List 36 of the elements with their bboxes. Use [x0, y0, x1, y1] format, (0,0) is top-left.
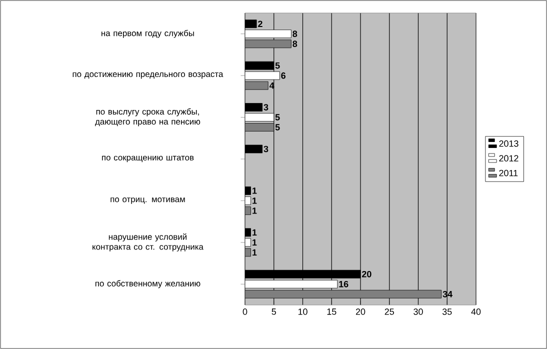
data-label: 1	[252, 188, 257, 194]
y-tick-label: по сокращению штатов	[102, 156, 194, 162]
y-tick-label: по выслугу срока службы, дающего право на пенсию	[95, 108, 200, 126]
data-label: 1	[252, 198, 257, 204]
data-label: 16	[339, 280, 348, 288]
data-label: 1	[252, 249, 257, 256]
y-tick-label: по собственному желанию	[95, 280, 200, 288]
data-label: 2	[258, 20, 262, 27]
x-tick-label: 5	[272, 308, 276, 315]
x-tick-label: 25	[384, 308, 394, 315]
y-tick-label: по достижению предельного возраста	[72, 72, 224, 79]
legend-label: 2012	[499, 155, 518, 162]
data-label: 20	[362, 270, 372, 278]
data-label: 3	[264, 146, 268, 152]
x-tick-label: 0	[242, 308, 248, 315]
legend-label: 2011	[499, 170, 518, 176]
data-label: 6	[281, 72, 286, 79]
y-tick-label: по отриц. мотивам	[110, 198, 185, 204]
data-label: 5	[275, 114, 280, 120]
x-tick-label: 30	[414, 308, 423, 315]
data-label: 5	[275, 124, 280, 130]
data-label: 8	[292, 40, 298, 48]
y-tick-label: на первом году службы	[102, 30, 194, 38]
x-tick-label: 10	[298, 308, 308, 315]
data-label: 1	[252, 239, 257, 246]
data-label: 5	[275, 62, 280, 69]
data-label: 8	[292, 30, 298, 38]
data-label: 1	[252, 208, 257, 214]
data-label: 3	[264, 104, 268, 110]
data-label: 1	[252, 229, 257, 236]
legend-label: 2013	[499, 140, 518, 147]
y-tick-label: нарушение условий контракта со ст. сотрудника	[92, 233, 204, 252]
x-tick-label: 40	[471, 308, 481, 315]
x-tick-label: 15	[327, 308, 336, 315]
x-tick-label: 20	[356, 308, 366, 315]
x-tick-label: 35	[442, 308, 452, 315]
